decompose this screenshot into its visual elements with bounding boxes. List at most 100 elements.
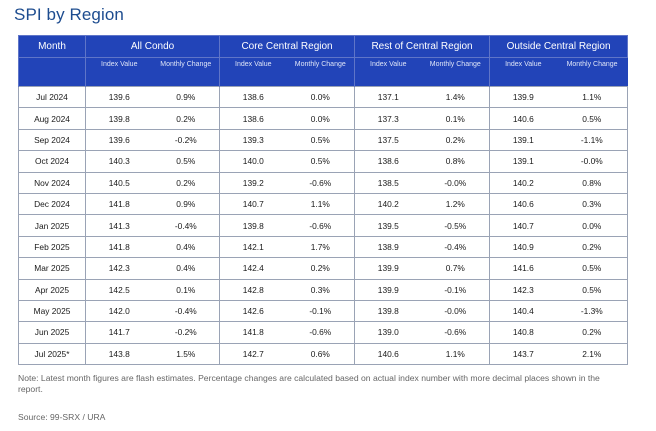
monthly-change-cell: -0.1% bbox=[421, 278, 491, 301]
month-cell: Apr 2025 bbox=[18, 278, 86, 301]
monthly-change-header: Monthly Change bbox=[421, 57, 490, 87]
table-row: Jul 2025* 143.8 1.5% 142.7 0.6% 140.6 1.1% 143.… bbox=[18, 342, 629, 366]
index-value-cell: 139.6 bbox=[85, 128, 153, 152]
subheader-row: Index Value Monthly Change Index Value M… bbox=[18, 57, 628, 87]
monthly-change-cell: 0.3% bbox=[556, 192, 629, 216]
index-value-cell: 142.7 bbox=[219, 342, 287, 366]
index-value-cell: 140.2 bbox=[354, 192, 422, 216]
index-value-cell: 138.6 bbox=[354, 150, 422, 173]
month-cell: Aug 2024 bbox=[18, 107, 86, 130]
index-value-cell: 138.6 bbox=[219, 107, 287, 130]
index-value-cell: 140.2 bbox=[489, 171, 557, 194]
index-value-cell: 142.4 bbox=[219, 257, 287, 280]
index-value-cell: 141.7 bbox=[85, 321, 153, 344]
index-value-cell: 140.6 bbox=[489, 107, 557, 130]
index-value-cell: 139.9 bbox=[489, 85, 557, 109]
table-row: May 2025 142.0 -0.4% 142.6 -0.1% 139.8 -0.0% 14… bbox=[18, 299, 629, 323]
monthly-change-cell: 0.2% bbox=[421, 128, 491, 152]
month-cell: Oct 2024 bbox=[18, 150, 86, 173]
index-value-cell: 141.8 bbox=[85, 192, 153, 216]
month-cell: Jul 2024 bbox=[18, 85, 86, 109]
index-value-cell: 142.3 bbox=[85, 257, 153, 280]
monthly-change-cell: 0.4% bbox=[152, 235, 221, 259]
monthly-change-cell: 0.0% bbox=[556, 214, 629, 237]
index-value-cell: 141.6 bbox=[489, 257, 557, 280]
month-cell: May 2025 bbox=[18, 299, 86, 323]
monthly-change-cell: 1.7% bbox=[286, 235, 356, 259]
monthly-change-cell: 0.3% bbox=[286, 278, 356, 301]
table-row: Sep 2024 139.6 -0.2% 139.3 0.5% 137.5 0.2% 139.… bbox=[18, 128, 629, 152]
monthly-change-cell: 0.8% bbox=[421, 150, 491, 173]
monthly-change-cell: -0.6% bbox=[286, 171, 356, 194]
index-value-cell: 141.3 bbox=[85, 214, 153, 237]
monthly-change-cell: 1.4% bbox=[421, 85, 491, 109]
monthly-change-cell: 0.2% bbox=[286, 257, 356, 280]
table-row: Apr 2025 142.5 0.1% 142.8 0.3% 139.9 -0.1% 142.… bbox=[18, 278, 629, 301]
monthly-change-cell: 0.5% bbox=[556, 107, 629, 130]
month-cell: Jun 2025 bbox=[18, 321, 86, 344]
monthly-change-cell: -0.2% bbox=[152, 321, 221, 344]
monthly-change-cell: 0.5% bbox=[556, 257, 629, 280]
monthly-change-cell: 0.1% bbox=[421, 107, 491, 130]
table-row: Aug 2024 139.8 0.2% 138.6 0.0% 137.3 0.1% 140.6… bbox=[18, 107, 629, 130]
monthly-change-cell: 0.1% bbox=[152, 278, 221, 301]
monthly-change-cell: 0.9% bbox=[152, 85, 221, 109]
region-header-all-condo: All Condo bbox=[84, 35, 221, 58]
region-header-outside-central: Outside Central Region bbox=[489, 35, 629, 58]
monthly-change-cell: -1.3% bbox=[556, 299, 629, 323]
index-value-header: Index Value bbox=[489, 57, 557, 87]
index-value-cell: 142.3 bbox=[489, 278, 557, 301]
index-value-cell: 139.6 bbox=[85, 85, 153, 109]
monthly-change-header: Monthly Change bbox=[152, 57, 220, 87]
monthly-change-cell: -0.4% bbox=[421, 235, 491, 259]
index-value-cell: 141.8 bbox=[85, 235, 153, 259]
monthly-change-cell: -0.4% bbox=[152, 214, 221, 237]
table-body: Jul 2024 139.6 0.9% 138.6 0.0% 137.1 1.4% 139.9… bbox=[18, 85, 629, 366]
monthly-change-cell: 0.7% bbox=[421, 257, 491, 280]
region-header-row: Month All Condo Core Central Region Rest… bbox=[18, 35, 629, 58]
monthly-change-cell: -0.1% bbox=[286, 299, 356, 323]
index-value-cell: 139.8 bbox=[85, 107, 153, 130]
month-cell: Nov 2024 bbox=[18, 171, 86, 194]
index-value-cell: 142.8 bbox=[219, 278, 287, 301]
monthly-change-header: Monthly Change bbox=[556, 57, 628, 87]
index-value-cell: 140.9 bbox=[489, 235, 557, 259]
region-header-core-central: Core Central Region bbox=[219, 35, 356, 58]
monthly-change-cell: 0.0% bbox=[286, 85, 356, 109]
index-value-cell: 140.7 bbox=[489, 214, 557, 237]
monthly-change-cell: 1.2% bbox=[421, 192, 491, 216]
month-subheader bbox=[18, 57, 86, 87]
index-value-cell: 139.8 bbox=[354, 299, 422, 323]
index-value-cell: 142.5 bbox=[85, 278, 153, 301]
index-value-cell: 139.2 bbox=[219, 171, 287, 194]
index-value-cell: 143.7 bbox=[489, 342, 557, 366]
monthly-change-cell: 0.5% bbox=[152, 150, 221, 173]
month-cell: Feb 2025 bbox=[18, 235, 86, 259]
monthly-change-cell: 0.5% bbox=[286, 150, 356, 173]
index-value-cell: 138.6 bbox=[219, 85, 287, 109]
month-header: Month bbox=[18, 35, 86, 58]
table-row: Nov 2024 140.5 0.2% 139.2 -0.6% 138.5 -0.0% 140… bbox=[18, 171, 629, 194]
spi-table: Month All Condo Core Central Region Rest… bbox=[18, 35, 629, 366]
index-value-header: Index Value bbox=[354, 57, 422, 87]
monthly-change-cell: 0.4% bbox=[152, 257, 221, 280]
monthly-change-cell: 0.8% bbox=[556, 171, 629, 194]
index-value-cell: 140.0 bbox=[219, 150, 287, 173]
monthly-change-cell: -0.2% bbox=[152, 128, 221, 152]
page-title: SPI by Region bbox=[14, 5, 124, 24]
index-value-cell: 137.3 bbox=[354, 107, 422, 130]
monthly-change-cell: 1.5% bbox=[152, 342, 221, 366]
monthly-change-cell: -0.4% bbox=[152, 299, 221, 323]
table-row: Mar 2025 142.3 0.4% 142.4 0.2% 139.9 0.7% 141.6… bbox=[18, 257, 629, 280]
monthly-change-cell: 0.5% bbox=[286, 128, 356, 152]
index-value-cell: 140.3 bbox=[85, 150, 153, 173]
index-value-cell: 140.8 bbox=[489, 321, 557, 344]
index-value-cell: 140.7 bbox=[219, 192, 287, 216]
index-value-cell: 139.3 bbox=[219, 128, 287, 152]
index-value-cell: 142.1 bbox=[219, 235, 287, 259]
index-value-cell: 142.0 bbox=[85, 299, 153, 323]
monthly-change-cell: -0.6% bbox=[421, 321, 491, 344]
index-value-cell: 139.1 bbox=[489, 150, 557, 173]
table-row: Jul 2024 139.6 0.9% 138.6 0.0% 137.1 1.4% 139.9… bbox=[18, 85, 629, 109]
monthly-change-cell: -0.0% bbox=[556, 150, 629, 173]
